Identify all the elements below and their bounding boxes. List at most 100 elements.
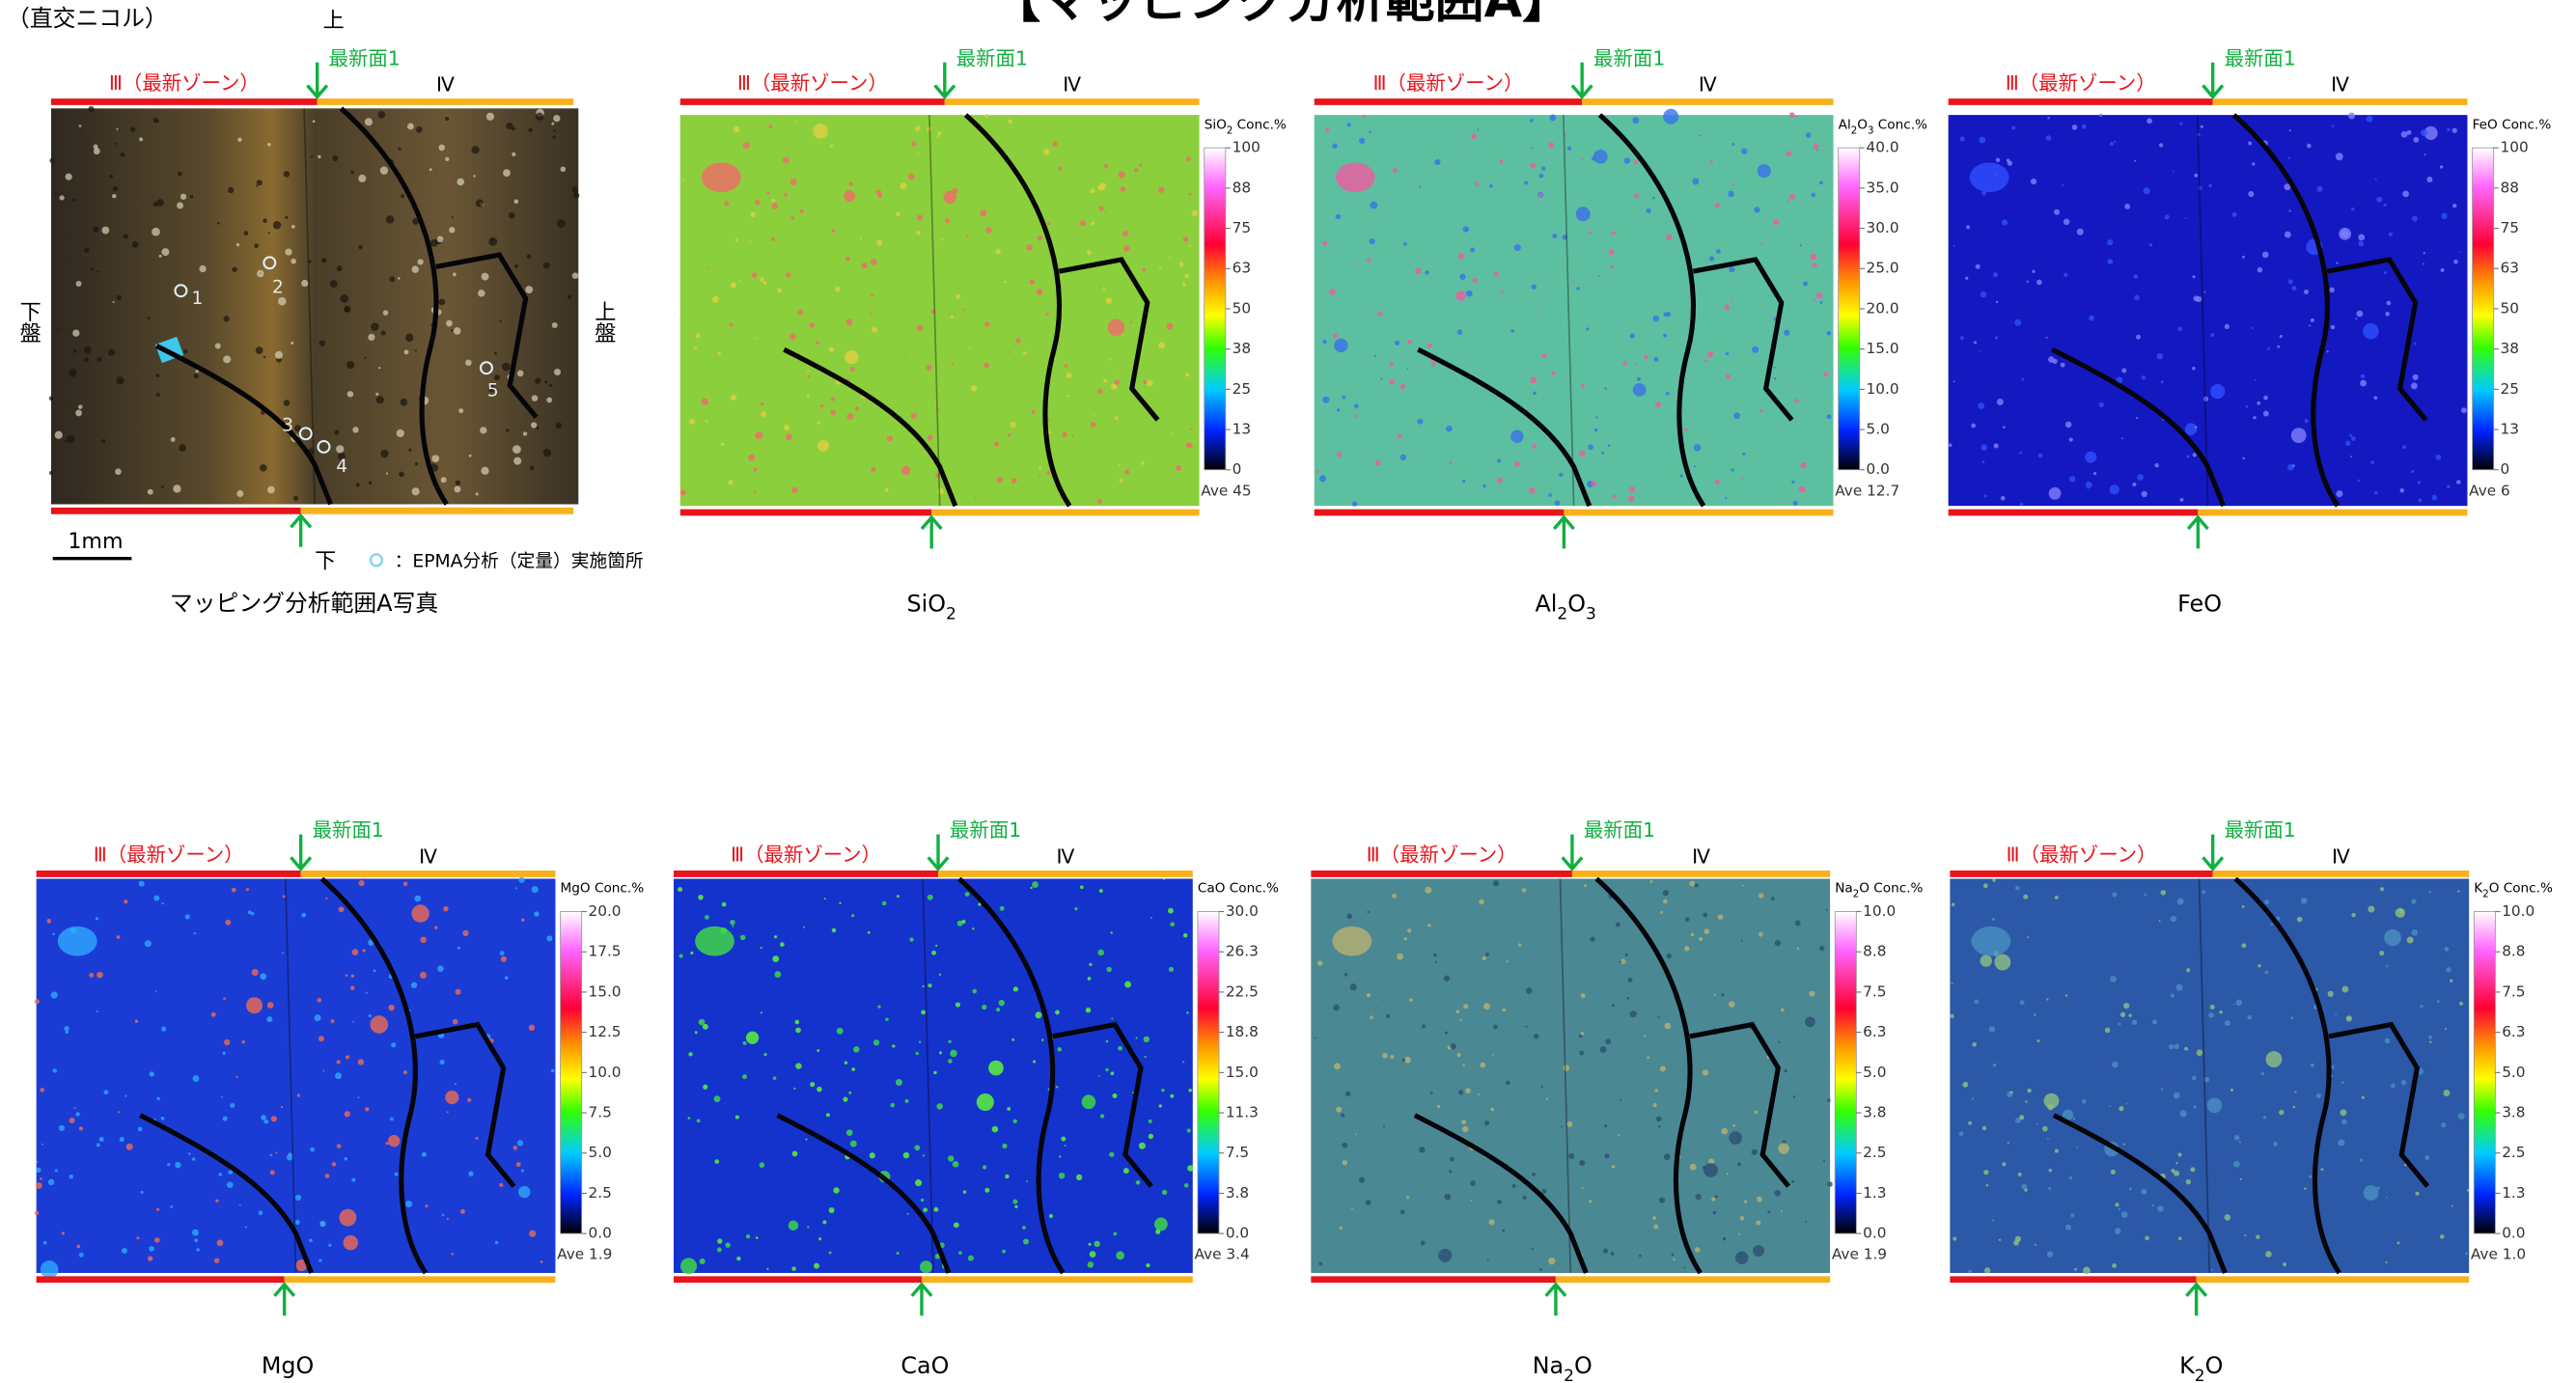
map-speckle <box>1470 247 1476 253</box>
map-speckle <box>2239 1177 2242 1180</box>
map-speckle <box>1035 1011 1042 1019</box>
map-speckle <box>2197 132 2201 137</box>
map-speckle <box>2279 335 2283 339</box>
map-speckle <box>2447 127 2451 132</box>
map-speckle <box>1455 1010 1460 1014</box>
scale-title: Na2O Conc.% <box>1835 881 1923 900</box>
map-speckle <box>1175 465 1181 471</box>
map-speckle <box>1055 1086 1059 1089</box>
map-speckle <box>2037 453 2043 458</box>
map-speckle <box>1743 1200 1748 1203</box>
map-speckle <box>1420 1240 1426 1246</box>
map-speckle <box>1581 1186 1584 1189</box>
map-speckle <box>1760 242 1763 246</box>
map-speckle <box>1654 1089 1659 1093</box>
map-speckle <box>944 218 951 224</box>
map-speckle <box>2128 1013 2132 1017</box>
map-speckle <box>196 1248 200 1252</box>
map-speckle <box>1622 361 1627 366</box>
map-speckle <box>958 1251 962 1255</box>
map-speckle <box>1660 910 1663 914</box>
photo-grain <box>512 126 515 131</box>
map-speckle <box>2156 352 2164 360</box>
photo-grain <box>455 480 461 485</box>
map-speckle <box>2239 1141 2241 1144</box>
map-speckle <box>546 935 553 942</box>
map-speckle <box>2194 426 2198 429</box>
map-speckle <box>1021 1226 1026 1230</box>
map-speckle <box>766 191 770 195</box>
map-speckle <box>1119 478 1123 483</box>
map-speckle <box>191 1157 196 1161</box>
color-scale <box>1834 911 1857 1234</box>
map-speckle <box>1773 366 1776 369</box>
map-speckle <box>494 1240 499 1245</box>
map-speckle <box>1978 402 1985 409</box>
map-speckle <box>125 1094 127 1097</box>
map-speckle <box>1324 127 1330 132</box>
scale-tick-label: 0.0 <box>588 1225 611 1242</box>
map-speckle <box>1985 1183 1989 1187</box>
map-speckle <box>2327 990 2334 997</box>
map-speckle <box>869 312 873 316</box>
map-speckle <box>1158 342 1165 349</box>
map-speckle <box>2241 904 2245 908</box>
map-speckle <box>1064 364 1068 369</box>
map-speckle <box>2172 170 2174 173</box>
photo-grain <box>263 218 267 223</box>
photo-grain <box>513 199 519 205</box>
map-speckle <box>895 1078 902 1086</box>
photo-grain <box>329 280 338 289</box>
map-speckle <box>1433 953 1437 957</box>
map-speckle <box>1740 477 1744 480</box>
map-speckle <box>771 198 776 203</box>
map-speckle <box>935 473 941 479</box>
map-speckle <box>1333 1004 1340 1011</box>
map-speckle <box>1093 414 1095 417</box>
scale-tick-label: 5.0 <box>588 1144 611 1161</box>
photo-grain <box>522 431 528 436</box>
map-speckle <box>2118 1022 2121 1026</box>
map-speckle <box>1730 299 1732 302</box>
map-speckle <box>1106 966 1112 973</box>
map-speckle <box>1397 953 1404 960</box>
map-speckle <box>1118 1045 1122 1051</box>
map-speckle <box>1076 1174 1083 1181</box>
map-speckle <box>1143 380 1148 384</box>
map-speckle <box>1953 380 1955 383</box>
map-speckle <box>785 272 791 278</box>
map-speckle <box>1062 431 1067 438</box>
crack <box>2231 113 2341 508</box>
photo-grain <box>129 126 136 132</box>
map-speckle <box>1443 975 1451 982</box>
map-speckle <box>2232 1160 2240 1168</box>
map-speckle <box>2260 1071 2265 1076</box>
crack <box>1563 115 1575 507</box>
scale-tick-label: 10.0 <box>1867 380 1899 398</box>
map-speckle <box>2283 1262 2287 1267</box>
photo-grain <box>573 192 580 199</box>
map-speckle <box>713 1095 721 1103</box>
map-speckle <box>698 894 704 900</box>
photo-grain <box>568 294 572 299</box>
map-speckle <box>1339 1226 1343 1230</box>
map-speckle <box>213 1258 220 1263</box>
photo-grain <box>131 240 139 248</box>
average-label: Ave 45 <box>1201 482 1251 499</box>
map-speckle <box>515 887 518 890</box>
map-speckle <box>1595 416 1598 419</box>
photo-grain <box>217 221 220 225</box>
analysis-point <box>317 439 331 454</box>
map-speckle <box>849 367 855 373</box>
map-speckle <box>1810 253 1817 261</box>
map-speckle <box>885 1017 889 1022</box>
scale-tick-label: 0 <box>2501 460 2510 478</box>
map-speckle <box>325 897 328 900</box>
photo-grain <box>83 346 92 354</box>
map-speckle <box>1438 1248 1453 1262</box>
photo-grain <box>516 370 524 377</box>
map-speckle <box>1778 1040 1781 1043</box>
map-speckle <box>2330 324 2336 330</box>
map-speckle <box>1511 1183 1516 1189</box>
